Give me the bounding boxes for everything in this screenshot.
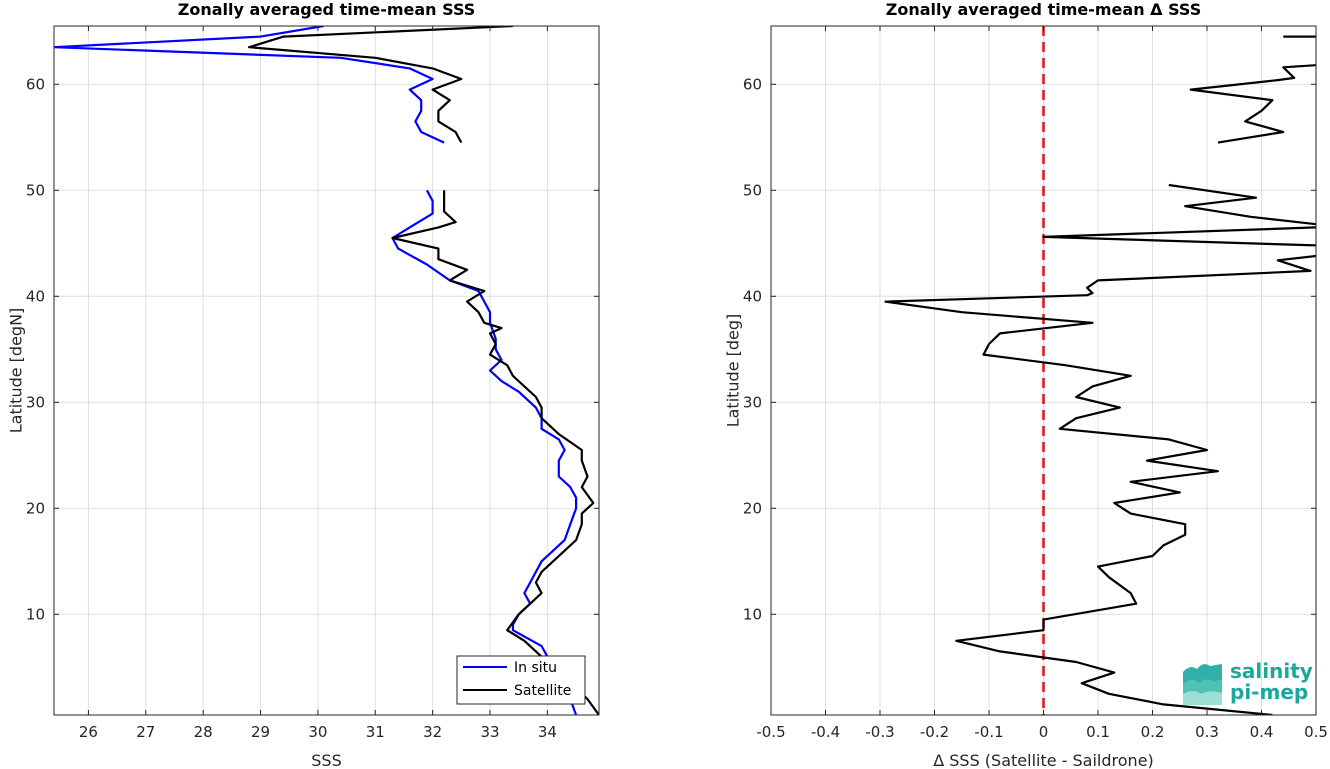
right-panel: -0.5 -0.4 -0.3 -0.2 -0.1 0 0.1 0.2 0.3 0.4 0.5 10 20…	[724, 0, 1328, 769]
left-grid	[54, 26, 599, 715]
left-panel: 26 27 28 29 30 31 32 33 34 10 20 30 40 50 60 Zonally a…	[7, 0, 600, 769]
left-tick-labels: 26 27 28 29 30 31 32 33 34 10 20 30 40 50 60	[26, 26, 599, 741]
wave-logo-icon	[1183, 664, 1222, 705]
x-tick-label: 26	[79, 723, 98, 741]
logo-line2: pi-mep	[1230, 680, 1308, 704]
y-tick-label: 40	[26, 287, 45, 305]
x-tick-label: 31	[366, 723, 385, 741]
legend-box	[456, 655, 586, 705]
x-tick-label: -0.1	[974, 723, 1003, 741]
in-situ-series-line	[54, 26, 445, 144]
y-tick-label: 60	[743, 75, 762, 93]
satellite-series-line	[391, 190, 599, 715]
x-tick-label: 0.4	[1250, 723, 1274, 741]
y-tick-label: 30	[26, 393, 45, 411]
left-series-lines	[54, 26, 599, 715]
x-tick-label: 29	[251, 723, 270, 741]
y-tick-label: 20	[743, 499, 762, 517]
x-tick-label: 32	[423, 723, 442, 741]
y-tick-label: 60	[26, 75, 45, 93]
delta-sss-series-line	[884, 254, 1316, 715]
x-tick-label: 0.5	[1304, 723, 1328, 741]
logo-line1: salinity	[1230, 659, 1313, 683]
left-axes-box	[53, 25, 600, 716]
delta-sss-series-line	[1189, 64, 1316, 144]
x-tick-label: 0.3	[1195, 723, 1219, 741]
in-situ-series-line	[391, 189, 578, 715]
satellite-series-line	[248, 26, 513, 144]
y-tick-label: 30	[743, 393, 762, 411]
x-tick-label: -0.3	[865, 723, 894, 741]
y-tick-label: 10	[743, 605, 762, 623]
y-tick-label: 50	[743, 181, 762, 199]
x-tick-label: 27	[136, 723, 155, 741]
right-tick-labels: -0.5 -0.4 -0.3 -0.2 -0.1 0 0.1 0.2 0.3 0.4 0.5 10 20…	[743, 26, 1328, 741]
right-y-axis-label: Latitude [deg]	[724, 314, 743, 428]
legend-satellite-label: Satellite	[514, 683, 571, 699]
x-tick-label: -0.2	[920, 723, 949, 741]
delta-sss-series-line	[1168, 183, 1316, 226]
y-tick-label: 10	[26, 605, 45, 623]
legend: In situ Satellite	[456, 655, 586, 705]
x-tick-label: 0.2	[1141, 723, 1165, 741]
x-tick-label: 0	[1039, 723, 1049, 741]
right-x-axis-label: Δ SSS (Satellite - Saildrone)	[933, 751, 1154, 769]
left-y-axis-label: Latitude [degN]	[7, 308, 26, 434]
right-chart-title: Zonally averaged time-mean Δ SSS	[886, 0, 1202, 19]
y-tick-label: 40	[743, 287, 762, 305]
legend-in-situ-label: In situ	[514, 660, 557, 676]
x-tick-label: -0.5	[756, 723, 785, 741]
x-tick-label: 30	[308, 723, 327, 741]
left-chart-title: Zonally averaged time-mean SSS	[178, 0, 476, 19]
y-tick-label: 20	[26, 499, 45, 517]
right-series-lines	[884, 35, 1316, 715]
x-tick-label: -0.4	[811, 723, 840, 741]
x-tick-label: 28	[194, 723, 213, 741]
x-tick-label: 34	[538, 723, 557, 741]
x-tick-label: 33	[480, 723, 499, 741]
left-x-axis-label: SSS	[311, 751, 341, 769]
y-tick-label: 50	[26, 181, 45, 199]
x-tick-label: 0.1	[1086, 723, 1110, 741]
salinity-pi-mep-logo: salinity pi-mep	[1183, 659, 1313, 705]
delta-sss-series-line	[1042, 226, 1316, 247]
